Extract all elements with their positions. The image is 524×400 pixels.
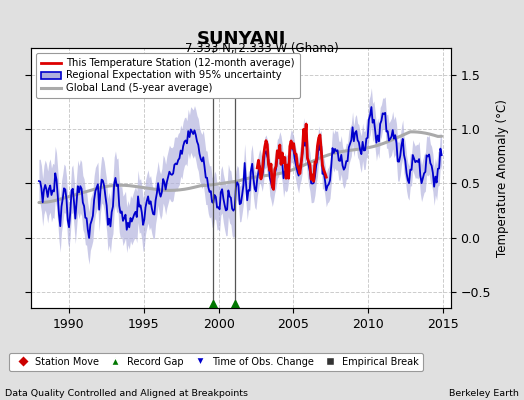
Title: SUNYANI: SUNYANI [196,30,286,48]
Text: Data Quality Controlled and Aligned at Breakpoints: Data Quality Controlled and Aligned at B… [5,389,248,398]
Y-axis label: Temperature Anomaly (°C): Temperature Anomaly (°C) [496,99,509,257]
Text: 7.333 N, 2.333 W (Ghana): 7.333 N, 2.333 W (Ghana) [185,42,339,55]
Legend: Station Move, Record Gap, Time of Obs. Change, Empirical Break: Station Move, Record Gap, Time of Obs. C… [9,353,423,371]
Text: Berkeley Earth: Berkeley Earth [449,389,519,398]
